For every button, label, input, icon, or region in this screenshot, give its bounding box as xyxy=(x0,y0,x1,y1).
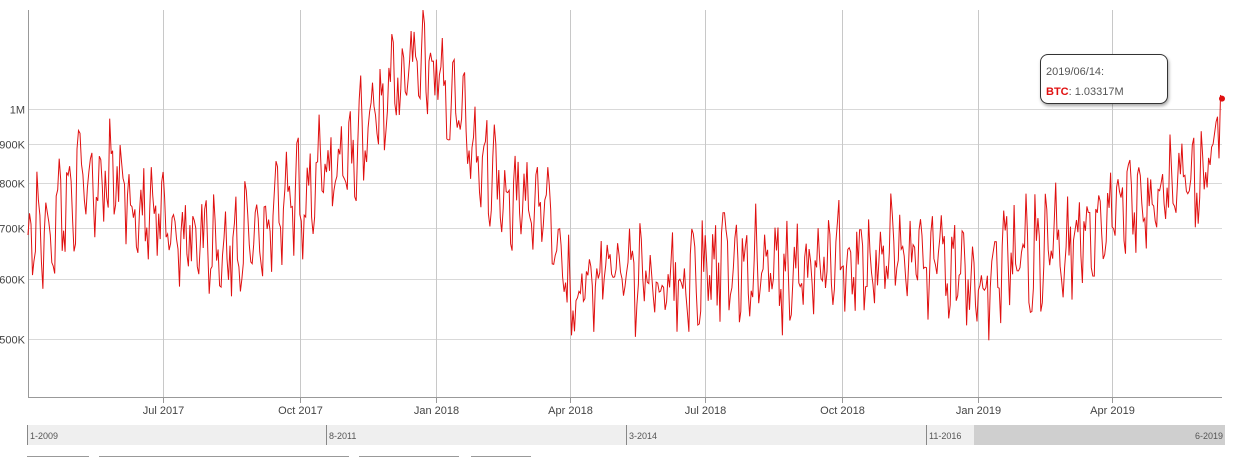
tooltip-series-name: BTC xyxy=(1046,86,1069,98)
y-tick-labels: 500K 600K 700K 800K 900K 1M xyxy=(0,105,26,347)
tooltip-date: 2019/06/14: xyxy=(1046,66,1105,78)
scrollbar-segment[interactable] xyxy=(471,456,531,457)
x-tick-label: Oct 2017 xyxy=(278,405,323,417)
x-tick-label: Apr 2019 xyxy=(1090,405,1135,417)
scrollbar-segment[interactable] xyxy=(359,456,459,457)
navigator-label: 1-2009 xyxy=(27,425,58,445)
series-line-btc xyxy=(27,9,1223,341)
x-tick-label: Oct 2018 xyxy=(820,405,865,417)
y-tick-label: 1M xyxy=(10,105,25,117)
axes xyxy=(28,10,1222,398)
y-tick-label: 600K xyxy=(0,275,26,287)
tooltip: 2019/06/14: BTC: 1.03317M xyxy=(1040,54,1168,104)
x-tick-label: Jul 2018 xyxy=(685,405,727,417)
hover-marker xyxy=(1219,95,1225,102)
y-tick-label: 800K xyxy=(0,179,26,191)
navigator-selected-range[interactable] xyxy=(974,425,1225,445)
x-tick-label: Jan 2019 xyxy=(956,405,1001,417)
navigator-end-label: 6-2019 xyxy=(1194,431,1223,441)
x-tick-label: Jul 2017 xyxy=(143,405,185,417)
y-tick-label: 900K xyxy=(0,140,26,152)
y-tick-label: 500K xyxy=(0,335,26,347)
y-tick-label: 700K xyxy=(0,224,26,236)
navigator-label: 8-2011 xyxy=(326,425,356,445)
scrollbar-segment[interactable] xyxy=(99,456,349,457)
x-tick-labels: Jul 2017 Oct 2017 Jan 2018 Apr 2018 Jul 2018… xyxy=(143,405,1135,417)
scrollbar-segment[interactable] xyxy=(27,456,89,457)
x-tick-label: Jan 2018 xyxy=(414,405,459,417)
x-tick-label: Apr 2018 xyxy=(548,405,593,417)
tooltip-value: : 1.03317M xyxy=(1068,86,1124,98)
series-btc xyxy=(27,9,1225,341)
range-navigator[interactable]: 1-2009 8-2011 3-2014 11-2016 6-2019 xyxy=(27,425,1225,445)
tooltip-value-row: BTC: 1.03317M xyxy=(1046,82,1167,102)
navigator-label: 3-2014 xyxy=(626,425,657,445)
navigator-label: 11-2016 xyxy=(926,425,961,445)
